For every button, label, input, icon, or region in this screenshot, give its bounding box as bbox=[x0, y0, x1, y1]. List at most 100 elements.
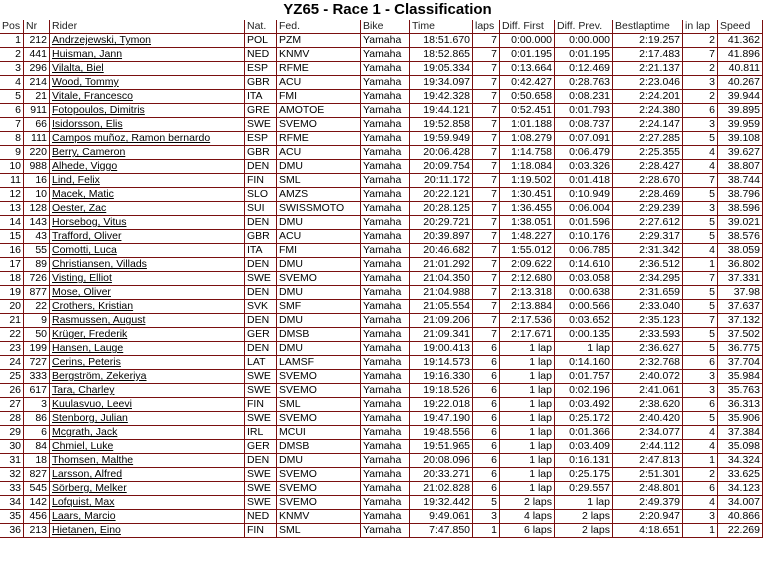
rider-link[interactable]: Fotopoulos, Dimitris bbox=[52, 104, 145, 116]
cell-rider: Sörberg, Melker bbox=[50, 482, 245, 496]
cell-pos: 7 bbox=[0, 118, 24, 132]
cell-nat: FIN bbox=[245, 398, 277, 412]
table-row: 25 333 Bergström, Zekeriya SWE SVEMO Yamaha 19… bbox=[0, 370, 763, 384]
rider-link[interactable]: Crothers, Kristian bbox=[52, 300, 134, 312]
cell-pos: 22 bbox=[0, 328, 24, 342]
rider-link[interactable]: Mose, Oliver bbox=[52, 286, 111, 298]
rider-link[interactable]: Isidorsson, Elis bbox=[52, 118, 123, 130]
rider-link[interactable]: Chmiel, Luke bbox=[52, 440, 114, 452]
cell-speed: 38.744 bbox=[718, 174, 763, 188]
rider-link[interactable]: Campos muñoz, Ramon bernardo bbox=[52, 132, 211, 144]
cell-speed: 35.763 bbox=[718, 384, 763, 398]
cell-pos: 34 bbox=[0, 496, 24, 510]
table-row: 18 726 Visting, Elliot SWE SVEMO Yamaha 21:04.… bbox=[0, 272, 763, 286]
cell-nr: 456 bbox=[24, 510, 50, 524]
rider-link[interactable]: Laars, Marcio bbox=[52, 510, 116, 522]
rider-link[interactable]: Sörberg, Melker bbox=[52, 482, 127, 494]
table-row: 32 827 Larsson, Alfred SWE SVEMO Yamaha 20:33.… bbox=[0, 468, 763, 482]
cell-speed: 41.362 bbox=[718, 34, 763, 48]
cell-speed: 39.627 bbox=[718, 146, 763, 160]
cell-fed: SVEMO bbox=[277, 272, 361, 286]
rider-link[interactable]: Bergström, Zekeriya bbox=[52, 370, 147, 382]
cell-diff-first: 1 lap bbox=[500, 412, 555, 426]
cell-in-lap: 3 bbox=[683, 370, 718, 384]
cell-rider: Mcgrath, Jack bbox=[50, 426, 245, 440]
cell-diff-prev: 0:29.557 bbox=[555, 482, 613, 496]
cell-time: 20:39.897 bbox=[410, 230, 473, 244]
cell-laps: 7 bbox=[473, 48, 500, 62]
cell-laps: 6 bbox=[473, 384, 500, 398]
rider-link[interactable]: Cerins, Peteris bbox=[52, 356, 121, 368]
rider-link[interactable]: Alhede, Viggo bbox=[52, 160, 118, 172]
rider-link[interactable]: Oester, Zac bbox=[52, 202, 107, 214]
cell-in-lap: 1 bbox=[683, 454, 718, 468]
cell-nr: 545 bbox=[24, 482, 50, 496]
cell-pos: 8 bbox=[0, 132, 24, 146]
rider-link[interactable]: Thomsen, Malthe bbox=[52, 454, 134, 466]
cell-laps: 7 bbox=[473, 314, 500, 328]
rider-link[interactable]: Vilalta, Biel bbox=[52, 62, 104, 74]
rider-link[interactable]: Stenborg, Julian bbox=[52, 412, 128, 424]
rider-link[interactable]: Berry, Cameron bbox=[52, 146, 126, 158]
cell-diff-first: 0:52.451 bbox=[500, 104, 555, 118]
cell-pos: 29 bbox=[0, 426, 24, 440]
cell-bike: Yamaha bbox=[361, 132, 410, 146]
rider-link[interactable]: Mcgrath, Jack bbox=[52, 426, 118, 438]
cell-bike: Yamaha bbox=[361, 440, 410, 454]
cell-speed: 40.866 bbox=[718, 510, 763, 524]
rider-link[interactable]: Christiansen, Villads bbox=[52, 258, 147, 270]
cell-diff-first: 0:00.000 bbox=[500, 34, 555, 48]
rider-link[interactable]: Vitale, Francesco bbox=[52, 90, 133, 102]
cell-speed: 37.637 bbox=[718, 300, 763, 314]
cell-laps: 6 bbox=[473, 412, 500, 426]
rider-link[interactable]: Rasmussen, August bbox=[52, 314, 146, 326]
cell-rider: Kuulasvuo, Leevi bbox=[50, 398, 245, 412]
cell-bike: Yamaha bbox=[361, 482, 410, 496]
cell-nat: ITA bbox=[245, 90, 277, 104]
cell-in-lap: 2 bbox=[683, 468, 718, 482]
cell-bike: Yamaha bbox=[361, 412, 410, 426]
rider-link[interactable]: Tara, Charley bbox=[52, 384, 115, 396]
cell-bike: Yamaha bbox=[361, 48, 410, 62]
cell-bestlaptime: 2:21.137 bbox=[613, 62, 683, 76]
rider-link[interactable]: Kuulasvuo, Leevi bbox=[52, 398, 132, 410]
rider-link[interactable]: Lofquist, Max bbox=[52, 496, 115, 508]
cell-time: 19:44.121 bbox=[410, 104, 473, 118]
rider-link[interactable]: Larsson, Alfred bbox=[52, 468, 123, 480]
cell-nat: ESP bbox=[245, 132, 277, 146]
table-row: 1 212 Andrzejewski, Tymon POL PZM Yamaha 18:51… bbox=[0, 34, 763, 48]
rider-link[interactable]: Hietanen, Eino bbox=[52, 524, 121, 536]
rider-link[interactable]: Lind, Felix bbox=[52, 174, 100, 186]
rider-link[interactable]: Wood, Tommy bbox=[52, 76, 119, 88]
cell-in-lap: 5 bbox=[683, 342, 718, 356]
cell-time: 19:16.330 bbox=[410, 370, 473, 384]
rider-link[interactable]: Krüger, Frederik bbox=[52, 328, 128, 340]
cell-diff-first: 0:50.658 bbox=[500, 90, 555, 104]
cell-in-lap: 3 bbox=[683, 76, 718, 90]
rider-link[interactable]: Horsebog, Vitus bbox=[52, 216, 127, 228]
cell-diff-first: 1 lap bbox=[500, 370, 555, 384]
rider-link[interactable]: Trafford, Oliver bbox=[52, 230, 122, 242]
cell-bestlaptime: 2:29.239 bbox=[613, 202, 683, 216]
rider-link[interactable]: Macek, Matic bbox=[52, 188, 114, 200]
cell-bike: Yamaha bbox=[361, 342, 410, 356]
rider-link[interactable]: Huisman, Jann bbox=[52, 48, 123, 60]
cell-diff-prev: 0:02.196 bbox=[555, 384, 613, 398]
table-row: 16 55 Comotti, Luca ITA FMI Yamaha 20:46.682 7 1… bbox=[0, 244, 763, 258]
cell-in-lap: 5 bbox=[683, 300, 718, 314]
cell-fed: SMF bbox=[277, 300, 361, 314]
cell-bike: Yamaha bbox=[361, 328, 410, 342]
cell-diff-prev: 0:03.492 bbox=[555, 398, 613, 412]
rider-link[interactable]: Hansen, Lauge bbox=[52, 342, 124, 354]
cell-bestlaptime: 2:36.512 bbox=[613, 258, 683, 272]
rider-link[interactable]: Comotti, Luca bbox=[52, 244, 117, 256]
rider-link[interactable]: Andrzejewski, Tymon bbox=[52, 34, 152, 46]
cell-nr: 727 bbox=[24, 356, 50, 370]
cell-diff-prev: 0:10.176 bbox=[555, 230, 613, 244]
cell-bike: Yamaha bbox=[361, 160, 410, 174]
cell-time: 19:32.442 bbox=[410, 496, 473, 510]
cell-diff-first: 1 lap bbox=[500, 356, 555, 370]
cell-bike: Yamaha bbox=[361, 468, 410, 482]
rider-link[interactable]: Visting, Elliot bbox=[52, 272, 112, 284]
column-header-bike: Bike bbox=[361, 20, 410, 34]
